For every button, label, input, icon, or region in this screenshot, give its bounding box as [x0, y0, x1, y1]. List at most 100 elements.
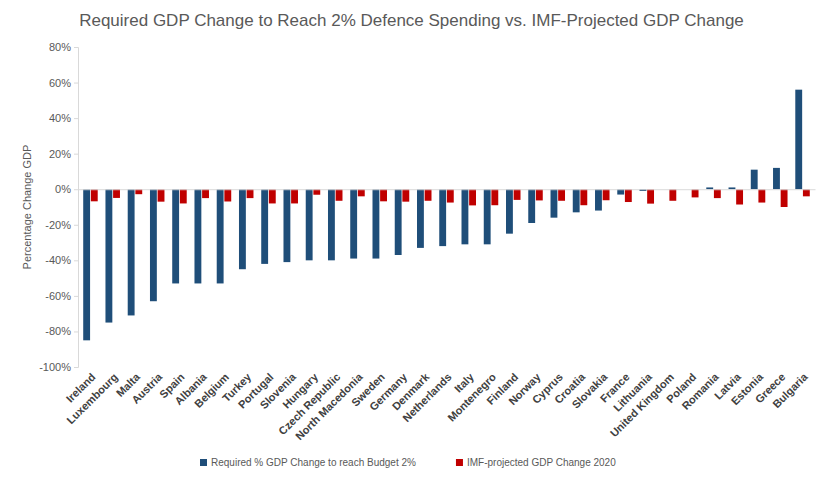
- bar: [558, 189, 565, 201]
- bar: [625, 189, 632, 202]
- y-tick-label: -20%: [45, 219, 71, 231]
- legend-label: Required % GDP Change to reach Budget 2%: [211, 457, 416, 468]
- y-tick-label: 0%: [55, 183, 71, 195]
- bar: [781, 189, 788, 207]
- y-tick-label: 60%: [49, 77, 71, 89]
- bar: [172, 189, 179, 283]
- bar: [158, 189, 165, 201]
- legend: Required % GDP Change to reach Budget 2%…: [200, 457, 616, 468]
- chart: Required GDP Change to Reach 2% Defence …: [0, 0, 823, 487]
- bar: [180, 189, 187, 203]
- x-tick: Bulgaria: [770, 370, 810, 410]
- y-tick-label: 80%: [49, 41, 71, 53]
- bar: [358, 189, 365, 196]
- x-tick-label: United Kingdom: [608, 370, 677, 439]
- bar: [528, 189, 535, 223]
- bar: [751, 170, 758, 190]
- bar: [551, 189, 558, 217]
- y-tick: -60%: [45, 290, 78, 302]
- y-axis-title: Percentage Change GDP: [21, 145, 33, 270]
- bar: [150, 189, 157, 301]
- bar: [462, 189, 469, 244]
- y-tick-mark: [74, 118, 78, 119]
- bar: [773, 168, 780, 189]
- y-tick: 0%: [55, 183, 78, 195]
- series: [91, 189, 810, 207]
- y-tick: 20%: [49, 148, 78, 160]
- bar: [380, 189, 387, 201]
- bar: [595, 189, 602, 210]
- y-tick-mark: [74, 367, 78, 368]
- bar: [328, 189, 335, 260]
- bar: [83, 189, 90, 340]
- bar: [336, 189, 343, 201]
- bar: [714, 189, 721, 198]
- y-tick-mark: [74, 189, 78, 190]
- bar: [247, 189, 254, 198]
- y-axis-line: [74, 48, 79, 368]
- y-tick-mark: [74, 260, 78, 261]
- bar: [239, 189, 246, 269]
- bar: [647, 189, 654, 203]
- x-tick: United Kingdom: [608, 370, 677, 439]
- bar: [692, 189, 699, 197]
- y-tick-mark: [74, 225, 78, 226]
- bar: [706, 187, 713, 189]
- y-tick-label: 20%: [49, 148, 71, 160]
- y-tick-mark: [74, 83, 78, 84]
- bar: [395, 189, 402, 255]
- bar: [269, 189, 276, 203]
- y-axis: -100%-80%-60%-40%-20%0%20%40%60%80%: [39, 41, 78, 373]
- bar: [536, 189, 543, 200]
- bar: [113, 189, 120, 198]
- bar: [372, 189, 379, 258]
- bar: [425, 189, 432, 201]
- bar: [217, 189, 224, 283]
- bar: [306, 189, 313, 260]
- legend-item: Required % GDP Change to reach Budget 2%: [200, 457, 416, 468]
- y-tick: 60%: [49, 77, 78, 89]
- bar: [795, 90, 802, 190]
- plot: -100%-80%-60%-40%-20%0%20%40%60%80%Irela…: [39, 41, 815, 442]
- bar: [194, 189, 201, 283]
- legend-swatch: [456, 459, 463, 466]
- legend-item: IMF-projected GDP Change 2020: [456, 457, 616, 468]
- bars: [83, 90, 810, 341]
- bar: [729, 187, 736, 189]
- bar: [283, 189, 290, 262]
- x-tick: Luxembourg: [64, 371, 120, 427]
- bar: [417, 189, 424, 248]
- bar: [261, 189, 268, 264]
- bar: [603, 189, 610, 200]
- legend-label: IMF-projected GDP Change 2020: [467, 457, 616, 468]
- bar: [91, 189, 98, 201]
- bar: [580, 189, 587, 205]
- x-axis-line: [79, 189, 816, 190]
- y-tick-mark: [74, 47, 78, 48]
- bar: [469, 189, 476, 205]
- y-tick: -100%: [39, 361, 78, 373]
- y-tick-mark: [74, 154, 78, 155]
- bar: [758, 189, 765, 202]
- bar: [736, 189, 743, 204]
- y-tick-label: -80%: [45, 325, 71, 337]
- bar: [402, 189, 409, 201]
- x-tick-label: Bulgaria: [770, 370, 810, 410]
- legend-swatch: [200, 459, 207, 466]
- y-tick-label: -40%: [45, 254, 71, 266]
- y-tick-mark: [74, 296, 78, 297]
- x-axis: IrelandLuxembourgMaltaAustriaSpainAlbani…: [64, 190, 816, 443]
- bar: [803, 189, 810, 196]
- bar: [514, 189, 521, 200]
- bar: [350, 189, 357, 258]
- bar: [202, 189, 209, 198]
- bar: [447, 189, 454, 202]
- bar: [291, 189, 298, 203]
- bar: [573, 189, 580, 212]
- y-tick: -40%: [45, 254, 78, 266]
- bar: [224, 189, 231, 201]
- bar: [669, 189, 676, 201]
- y-tick: -80%: [45, 325, 78, 337]
- bar: [439, 189, 446, 246]
- y-tick-label: -100%: [39, 361, 71, 373]
